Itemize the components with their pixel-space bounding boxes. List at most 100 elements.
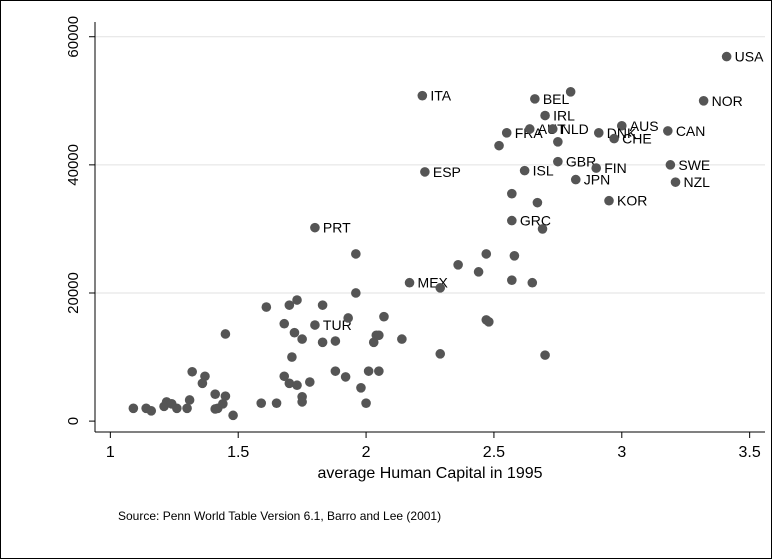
point <box>182 403 192 414</box>
point <box>484 317 494 327</box>
y-tick-label: 60000 <box>65 16 82 58</box>
point-label: JPN <box>584 172 610 188</box>
point-label: AUS <box>630 118 659 134</box>
y-tick-label: 0 <box>65 417 82 425</box>
note: Source: Penn World Table Version 6.1, Ba… <box>118 509 441 523</box>
point <box>297 397 307 407</box>
point <box>310 222 320 233</box>
point <box>292 295 302 305</box>
point <box>363 366 374 376</box>
point <box>721 51 732 62</box>
point <box>507 275 517 285</box>
grid <box>95 36 765 294</box>
point <box>343 313 353 323</box>
point <box>404 277 415 288</box>
point <box>591 163 602 173</box>
point <box>261 302 272 312</box>
x-tick-label: 3.5 <box>739 444 761 461</box>
point <box>220 391 231 401</box>
point <box>284 378 295 389</box>
point <box>330 336 341 346</box>
point <box>218 399 228 409</box>
points: USAITABELIRLFRAAUTNLDAUSDNKCHECANNORGBRI… <box>128 49 764 421</box>
point <box>604 195 614 206</box>
point-label: NZL <box>683 174 710 190</box>
point <box>670 177 681 187</box>
point <box>537 224 548 234</box>
point <box>361 398 371 408</box>
x-tick-label: 1.5 <box>227 444 249 461</box>
x-tick-label: 1 <box>106 444 115 461</box>
point <box>284 300 295 310</box>
point-label: ITA <box>430 88 451 104</box>
point <box>616 120 627 131</box>
point <box>317 300 328 310</box>
point <box>570 174 581 185</box>
x-tick-label: 3 <box>617 444 626 461</box>
point-label: FIN <box>604 160 627 176</box>
x-axis-label: average Human Capital in 1995 <box>317 465 542 482</box>
point <box>593 128 604 138</box>
point <box>297 334 307 344</box>
point-label: SWE <box>678 157 710 173</box>
point <box>351 249 361 259</box>
point-label: GBR <box>566 154 596 170</box>
point <box>527 277 538 288</box>
point <box>553 156 563 167</box>
point <box>524 124 535 134</box>
point <box>271 398 282 408</box>
point <box>310 320 320 330</box>
point <box>509 251 520 261</box>
point <box>435 349 446 359</box>
point <box>330 366 341 376</box>
point <box>287 352 297 362</box>
point-label: NLD <box>561 121 589 137</box>
point <box>663 126 673 136</box>
point <box>146 406 157 416</box>
point <box>279 371 290 382</box>
point-label: ESP <box>433 164 461 180</box>
point <box>507 188 517 199</box>
point <box>210 389 220 400</box>
point <box>547 124 558 134</box>
point <box>184 395 195 405</box>
point-label: NOR <box>712 93 743 109</box>
point <box>187 366 197 377</box>
point <box>453 259 463 270</box>
point <box>473 267 484 277</box>
point <box>665 160 676 170</box>
point <box>565 87 576 97</box>
point <box>532 197 543 208</box>
point <box>351 288 361 298</box>
point <box>540 110 550 121</box>
point <box>374 330 384 341</box>
point <box>501 128 512 138</box>
point <box>356 382 366 393</box>
point <box>128 403 139 414</box>
point <box>279 318 290 329</box>
point-label: KOR <box>617 193 647 209</box>
point-label: CHE <box>622 131 652 147</box>
point <box>228 410 238 421</box>
y-tick-label: 40000 <box>65 144 82 186</box>
point <box>292 380 302 391</box>
point <box>397 334 407 344</box>
point <box>481 249 492 259</box>
point <box>305 377 315 387</box>
point <box>417 90 428 101</box>
point <box>379 311 389 322</box>
point <box>519 165 530 176</box>
point-label: PRT <box>323 220 351 236</box>
point <box>256 398 267 408</box>
point-label: ISL <box>533 163 554 179</box>
point <box>698 95 709 106</box>
point <box>210 404 220 414</box>
point <box>507 215 517 226</box>
point <box>494 140 504 151</box>
x-tick-label: 2.5 <box>483 444 505 461</box>
point <box>553 136 563 147</box>
point <box>220 329 231 339</box>
point <box>317 337 328 348</box>
